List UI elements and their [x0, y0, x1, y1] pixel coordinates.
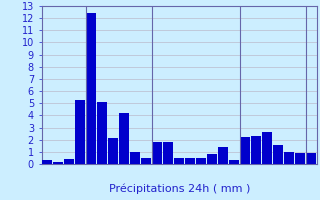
Bar: [229, 160, 239, 164]
Bar: [284, 152, 294, 164]
Bar: [207, 154, 217, 164]
Bar: [108, 138, 118, 164]
Bar: [273, 145, 283, 164]
Bar: [141, 158, 151, 164]
Bar: [196, 158, 206, 164]
Bar: [42, 160, 52, 164]
Bar: [306, 153, 316, 164]
Bar: [240, 137, 250, 164]
Bar: [86, 13, 96, 164]
Bar: [119, 113, 129, 164]
Bar: [218, 147, 228, 164]
Bar: [75, 100, 85, 164]
Bar: [185, 158, 195, 164]
Bar: [97, 102, 107, 164]
Bar: [174, 158, 184, 164]
Bar: [152, 142, 162, 164]
Bar: [295, 153, 305, 164]
Bar: [130, 152, 140, 164]
X-axis label: Précipitations 24h ( mm ): Précipitations 24h ( mm ): [108, 183, 250, 194]
Bar: [53, 162, 63, 164]
Bar: [251, 136, 261, 164]
Bar: [262, 132, 272, 164]
Bar: [64, 159, 74, 164]
Bar: [163, 142, 173, 164]
